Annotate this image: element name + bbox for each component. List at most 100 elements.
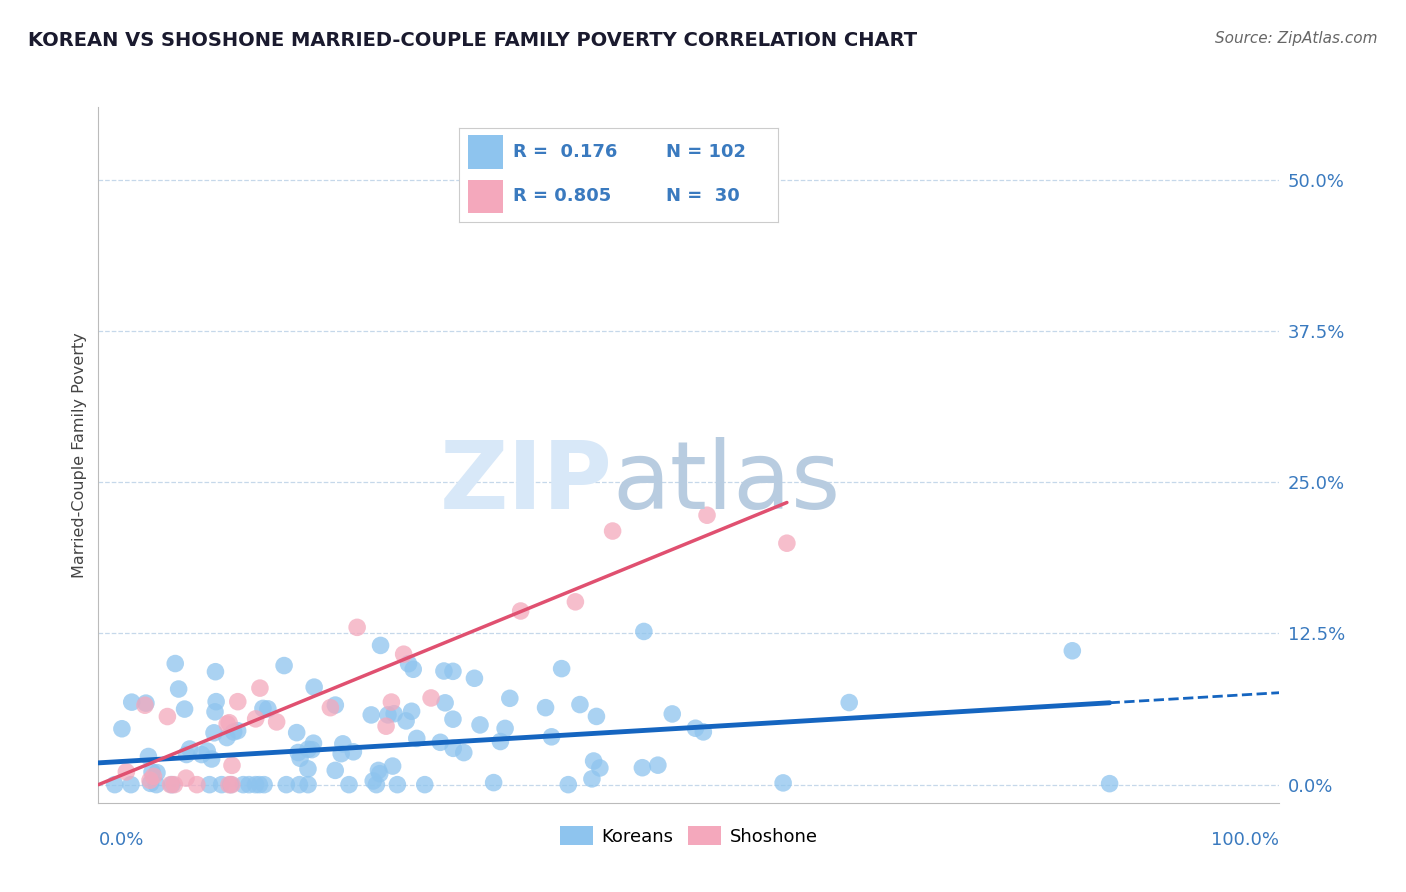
Point [195,744,218,758]
Point [413,778,436,792]
Point [245,712,267,726]
Point [141,765,163,780]
Point [381,759,404,773]
Point [441,665,464,679]
Point [139,776,162,790]
Point [111,722,134,736]
Point [366,778,388,792]
Point [115,764,138,779]
Point [285,725,308,739]
Point [249,681,271,695]
Point [453,746,475,760]
Point [434,696,457,710]
Point [395,714,418,728]
Point [696,508,718,523]
Point [420,690,443,705]
Point [238,778,260,792]
Point [145,778,167,792]
Text: 0.0%: 0.0% [98,830,143,848]
Point [557,778,579,792]
Point [509,604,531,618]
Point [204,705,226,719]
Point [190,747,212,762]
Point [232,778,254,792]
Point [377,707,399,722]
Point [138,749,160,764]
Point [198,778,221,792]
Point [215,731,238,745]
Point [104,778,127,792]
Point [319,700,342,714]
Point [120,778,142,792]
Point [245,778,267,792]
Point [370,639,392,653]
Point [221,778,243,792]
Point [288,751,311,765]
Point [550,662,572,676]
Point [226,695,249,709]
Point [179,742,201,756]
Point [602,524,624,538]
Point [772,776,794,790]
Point [204,665,226,679]
Point [468,718,491,732]
Point [633,624,655,639]
Point [163,778,186,792]
Point [222,725,245,739]
Text: atlas: atlas [612,437,841,529]
Point [139,773,162,788]
Point [692,725,714,739]
Point [405,731,427,746]
Point [380,695,402,709]
Point [368,766,391,780]
Point [361,774,384,789]
Point [165,657,187,671]
Point [276,778,298,792]
Point [205,695,228,709]
Point [287,746,309,760]
Point [482,775,505,789]
Point [534,700,557,714]
Point [301,742,323,756]
Point [441,741,464,756]
Point [173,702,195,716]
Point [273,658,295,673]
Point [392,647,415,661]
Point [159,778,181,792]
Point [540,730,562,744]
Point [302,736,325,750]
Text: Source: ZipAtlas.com: Source: ZipAtlas.com [1215,31,1378,46]
Point [257,702,280,716]
Point [135,696,157,710]
Point [582,754,605,768]
Point [323,698,346,712]
Point [401,704,423,718]
Point [167,681,190,696]
Point [360,707,382,722]
Point [342,745,364,759]
Point [429,735,451,749]
Point [661,706,683,721]
Point [221,758,243,772]
Point [568,698,591,712]
Point [346,620,368,634]
Point [176,747,198,762]
Point [647,758,669,772]
Point [142,769,165,783]
Point [489,734,512,748]
Point [297,778,319,792]
Point [288,778,311,792]
Point [441,712,464,726]
Point [367,764,389,778]
Point [330,747,353,761]
Point [218,715,240,730]
Point [201,752,224,766]
Point [581,772,603,786]
Text: KOREAN VS SHOSHONE MARRIED-COUPLE FAMILY POVERTY CORRELATION CHART: KOREAN VS SHOSHONE MARRIED-COUPLE FAMILY… [28,31,917,50]
Point [402,662,425,676]
Point [838,696,860,710]
Point [217,717,239,731]
Point [564,595,586,609]
Point [160,778,183,792]
Point [121,695,143,709]
